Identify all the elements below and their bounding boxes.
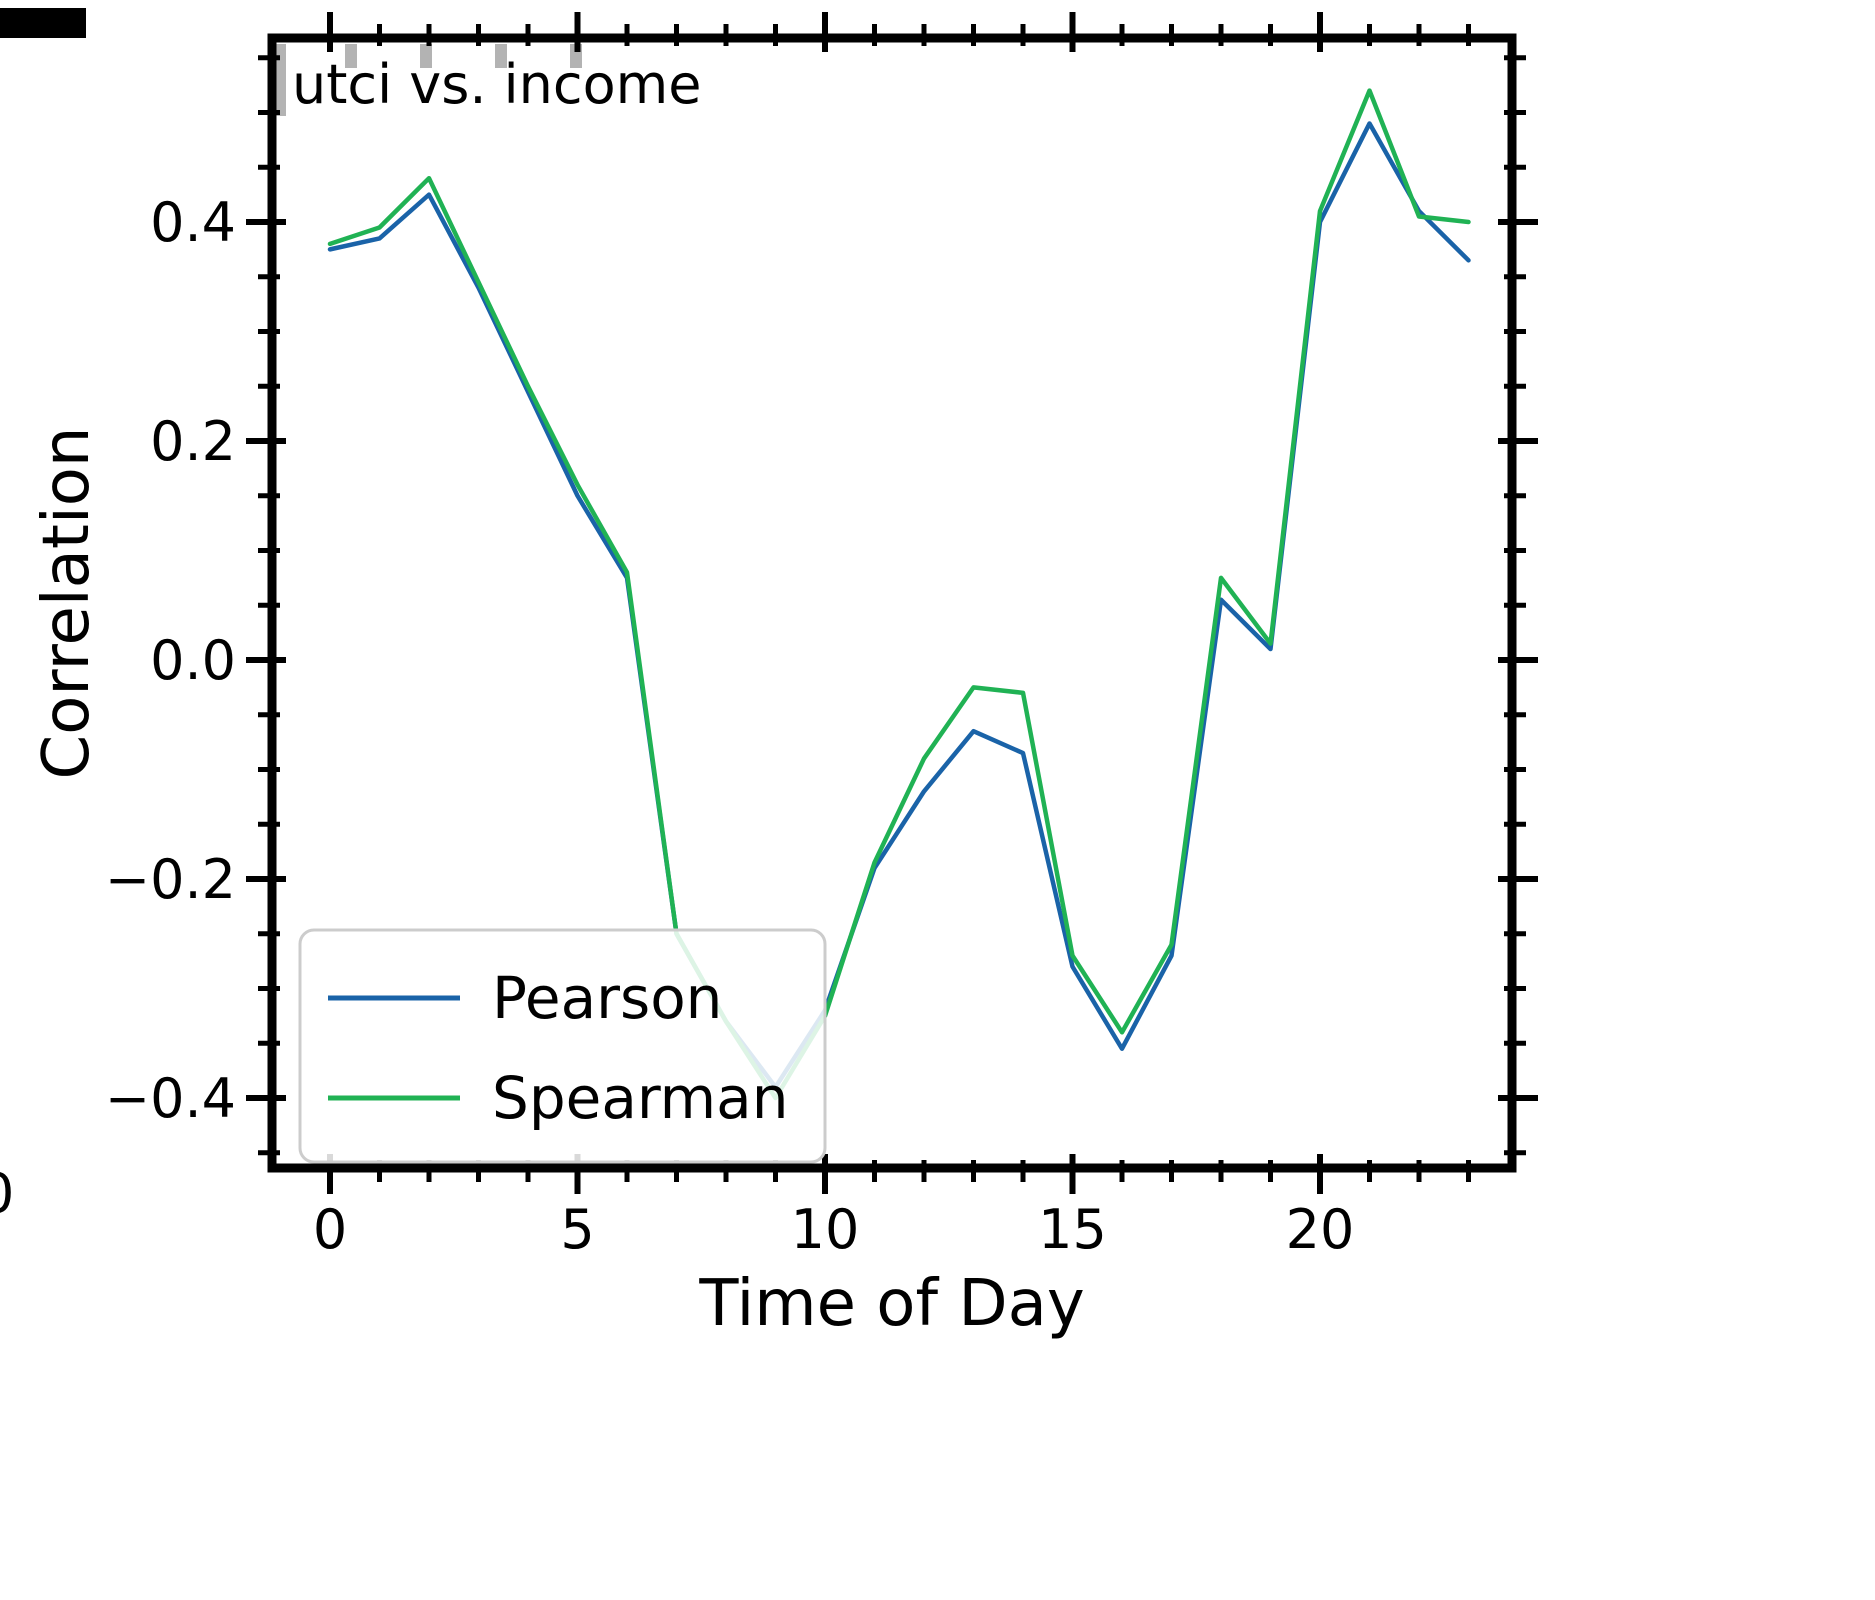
legend-label-spearman: Spearman xyxy=(492,1064,789,1132)
clipped-gray-mark xyxy=(495,44,507,68)
x-tick-label: 20 xyxy=(1286,1198,1355,1261)
x-tick-label: 0 xyxy=(313,1198,347,1261)
y-tick-label: 0.2 xyxy=(150,410,236,473)
x-tick-label: 15 xyxy=(1038,1198,1107,1261)
x-tick-label: 5 xyxy=(560,1198,594,1261)
legend-box xyxy=(298,928,827,1164)
x-tick-label: 10 xyxy=(791,1198,860,1261)
y-axis-label: Correlation xyxy=(30,427,104,780)
chart-title: utci vs. income xyxy=(292,53,701,116)
y-tick-label: −0.4 xyxy=(105,1067,236,1130)
legend: Pearson Spearman xyxy=(298,928,827,1164)
series-lines xyxy=(327,88,1471,1101)
clipped-tick-label: 0 xyxy=(0,1162,14,1225)
clipped-gray-mark xyxy=(420,44,432,68)
clipped-gray-mark xyxy=(345,44,357,68)
series-line-spearman xyxy=(327,88,1471,1101)
y-tick-label: 0.4 xyxy=(150,191,236,254)
clipped-axis-fragment xyxy=(0,8,86,38)
y-tick-label: 0.0 xyxy=(150,629,236,692)
axes-spines xyxy=(267,33,1517,1173)
y-tick-label: −0.2 xyxy=(105,848,236,911)
legend-label-pearson: Pearson xyxy=(492,964,722,1032)
x-axis-label: Time of Day xyxy=(698,1267,1084,1341)
x-tick-labels: 0 5 10 15 20 xyxy=(313,1198,1355,1261)
y-tick-labels: 0.4 0.2 0.0 −0.2 −0.4 xyxy=(105,191,236,1130)
clipped-subplot-artifacts: 0 xyxy=(0,8,582,1225)
